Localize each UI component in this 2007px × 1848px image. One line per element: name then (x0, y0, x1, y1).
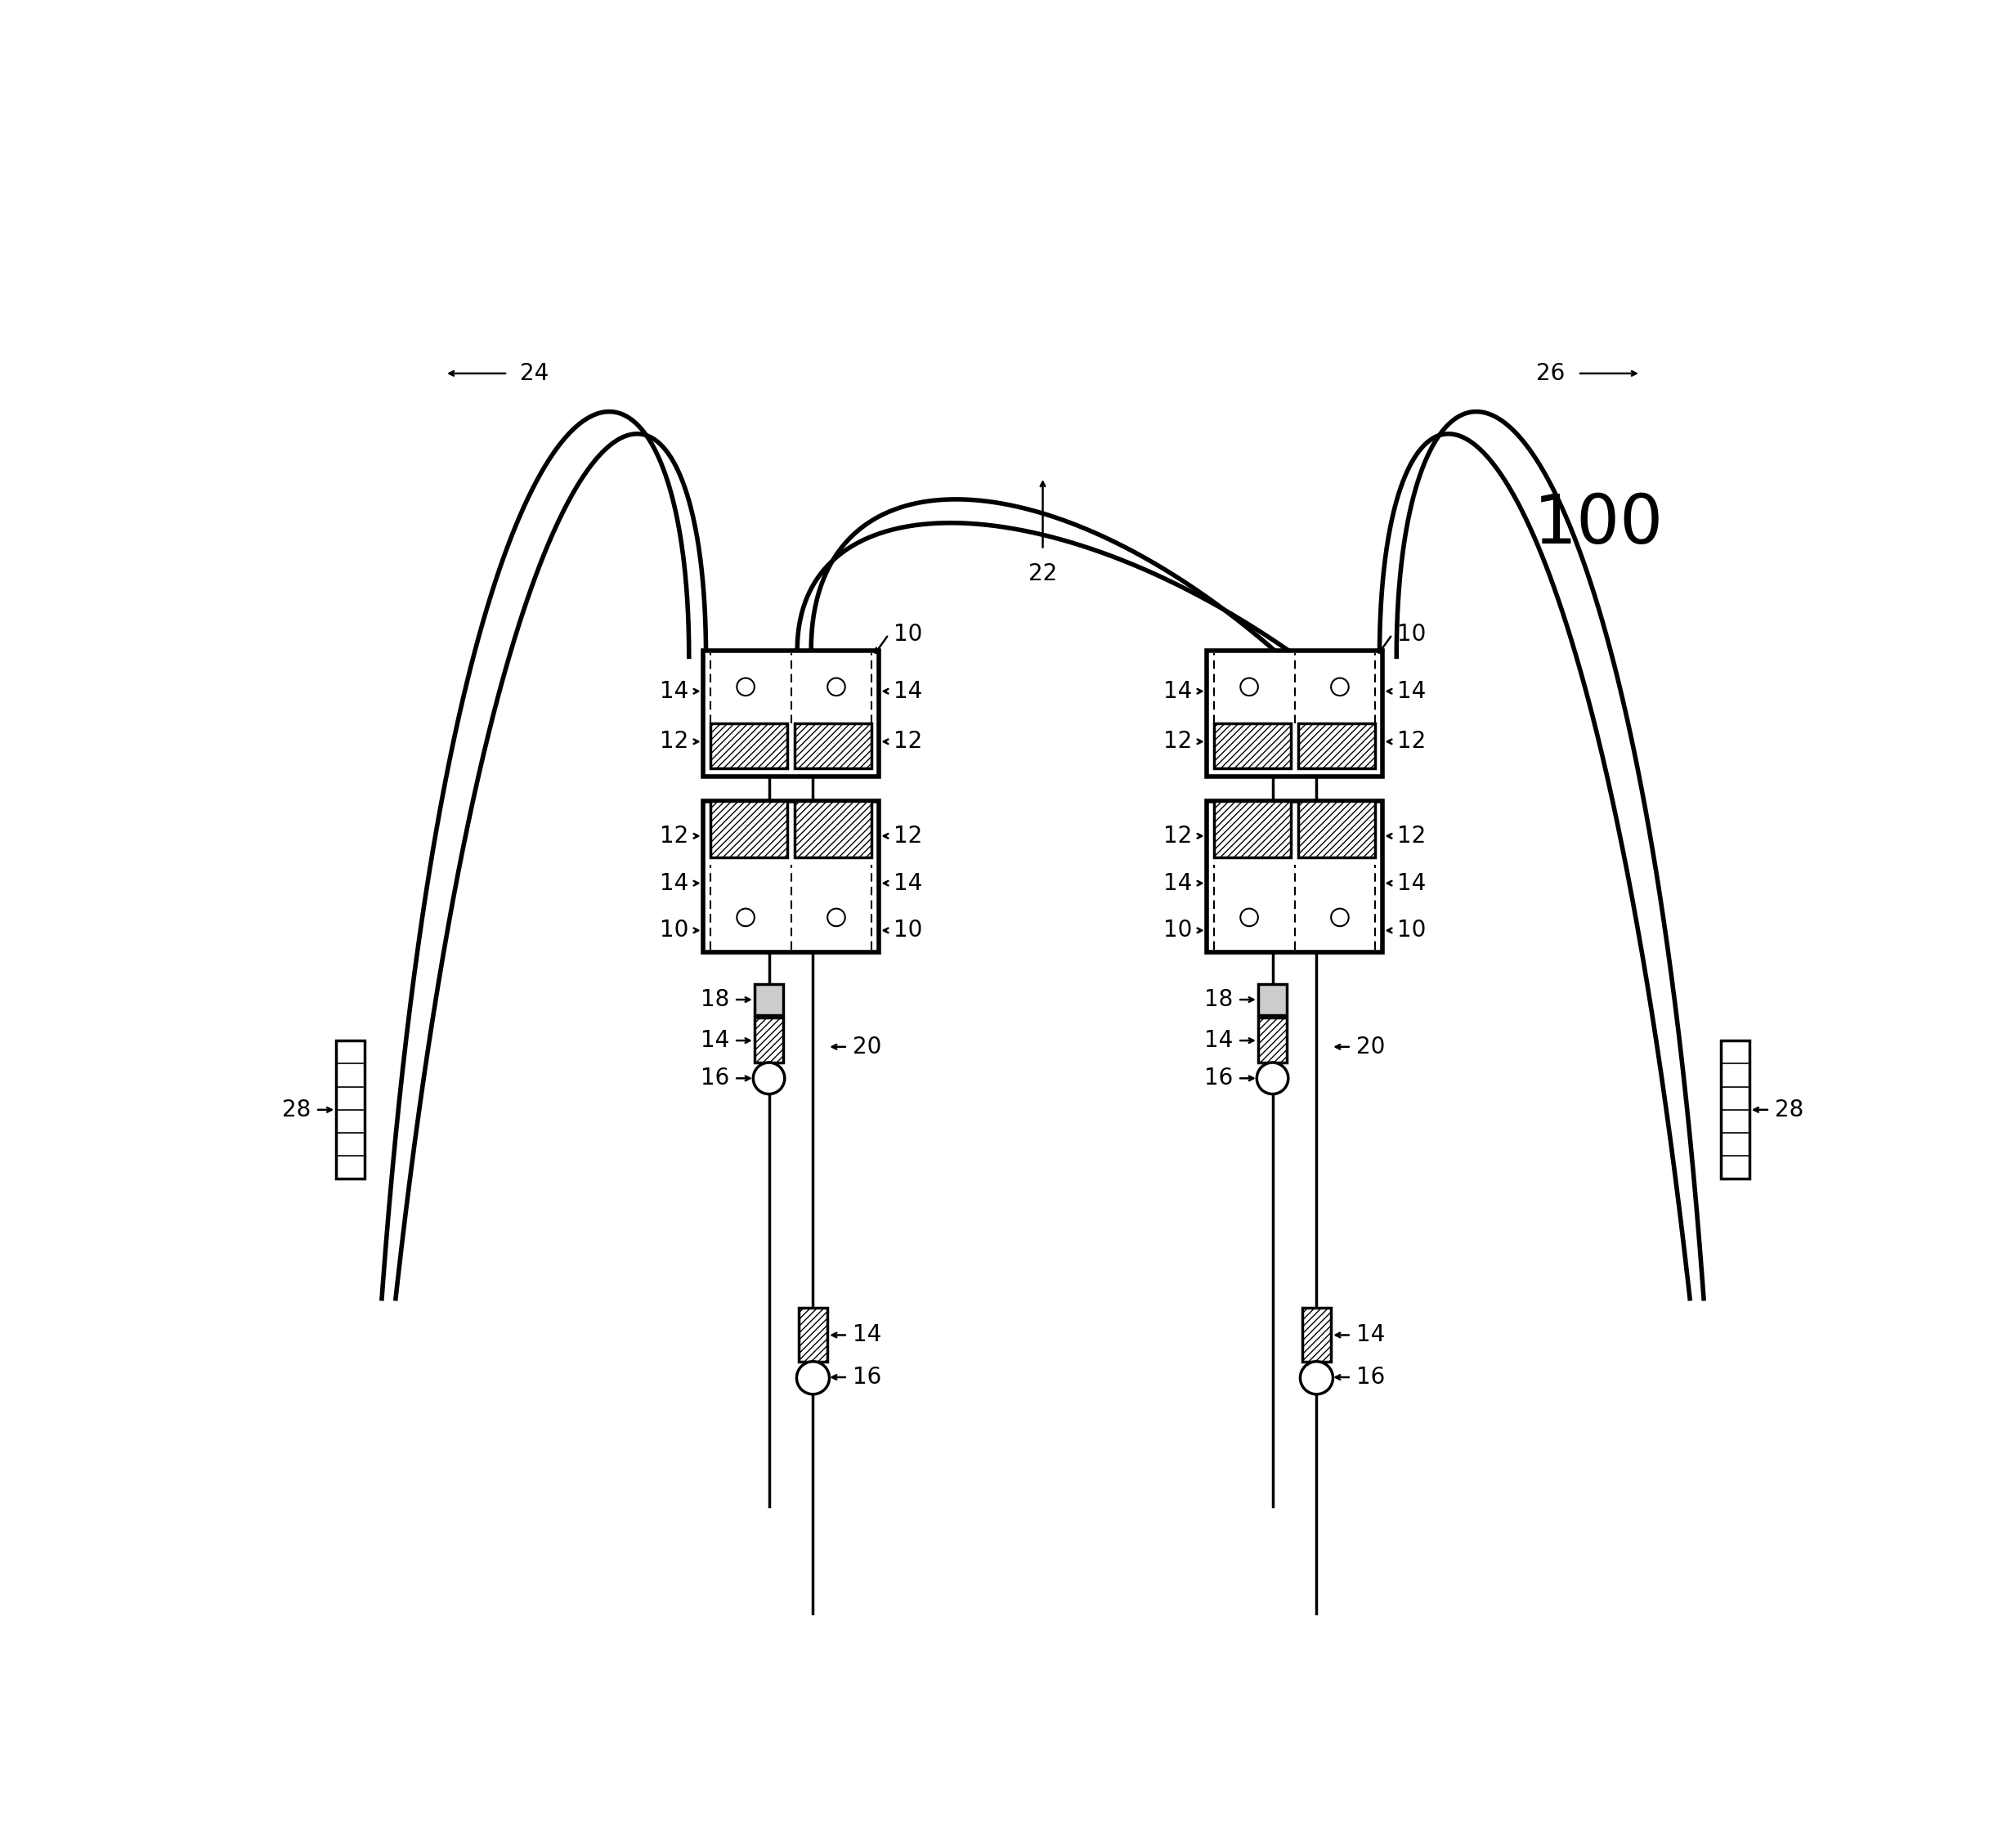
Text: 12: 12 (1164, 824, 1192, 848)
Circle shape (1240, 678, 1258, 695)
Bar (795, 723, 871, 769)
Circle shape (1240, 909, 1258, 926)
Bar (1206, 802, 1383, 952)
Text: 14: 14 (1357, 1323, 1385, 1347)
Circle shape (737, 909, 755, 926)
Bar (1258, 983, 1286, 1015)
Bar (710, 802, 787, 857)
Text: 14: 14 (700, 1029, 729, 1052)
Bar (799, 1308, 827, 1362)
Text: 12: 12 (893, 730, 923, 752)
Text: 14: 14 (1204, 1029, 1232, 1052)
Bar (1303, 1308, 1331, 1362)
Text: 14: 14 (660, 680, 688, 702)
Text: 28: 28 (281, 1098, 311, 1122)
Bar (1299, 802, 1375, 857)
Text: 14: 14 (1397, 872, 1425, 894)
Bar (1722, 1040, 1750, 1179)
Text: 14: 14 (893, 872, 923, 894)
Text: 22: 22 (1028, 562, 1058, 586)
Text: 20: 20 (1357, 1035, 1385, 1059)
Circle shape (1331, 678, 1349, 695)
Bar (755, 983, 783, 1015)
Bar (1214, 723, 1291, 769)
Text: 20: 20 (853, 1035, 881, 1059)
Bar (702, 802, 879, 952)
Text: 10: 10 (1397, 623, 1427, 647)
Text: 14: 14 (1164, 872, 1192, 894)
Circle shape (1301, 1362, 1333, 1393)
Text: 14: 14 (1164, 680, 1192, 702)
Text: 10: 10 (893, 918, 923, 942)
Text: 14: 14 (853, 1323, 881, 1347)
Text: 24: 24 (520, 362, 550, 384)
Text: 12: 12 (1397, 730, 1425, 752)
Text: 100: 100 (1533, 492, 1664, 558)
Text: 14: 14 (893, 680, 923, 702)
Text: 12: 12 (893, 824, 923, 848)
Text: 14: 14 (660, 872, 688, 894)
Circle shape (827, 678, 845, 695)
Text: 12: 12 (660, 730, 688, 752)
Bar (335, 1040, 365, 1179)
Circle shape (1331, 909, 1349, 926)
Bar (755, 1016, 783, 1063)
Circle shape (1256, 1063, 1288, 1094)
Text: 18: 18 (1204, 989, 1232, 1011)
Text: 12: 12 (1164, 730, 1192, 752)
Text: 16: 16 (1204, 1066, 1232, 1090)
Text: 18: 18 (700, 989, 729, 1011)
Bar (710, 723, 787, 769)
Text: 16: 16 (1357, 1366, 1385, 1388)
Text: 10: 10 (1397, 918, 1427, 942)
Text: 10: 10 (660, 918, 688, 942)
Text: 10: 10 (893, 623, 923, 647)
Text: 12: 12 (1397, 824, 1425, 848)
Text: 10: 10 (1162, 918, 1192, 942)
Circle shape (737, 678, 755, 695)
Text: 28: 28 (1774, 1098, 1804, 1122)
Text: 26: 26 (1537, 362, 1565, 384)
Bar (702, 650, 879, 776)
Bar (1258, 1016, 1286, 1063)
Text: 16: 16 (853, 1366, 881, 1388)
Circle shape (797, 1362, 829, 1393)
Bar (1299, 723, 1375, 769)
Bar (1214, 802, 1291, 857)
Circle shape (753, 1063, 785, 1094)
Text: 16: 16 (700, 1066, 729, 1090)
Circle shape (827, 909, 845, 926)
Text: 14: 14 (1397, 680, 1425, 702)
Text: 12: 12 (660, 824, 688, 848)
Bar (1206, 650, 1383, 776)
Bar (795, 802, 871, 857)
